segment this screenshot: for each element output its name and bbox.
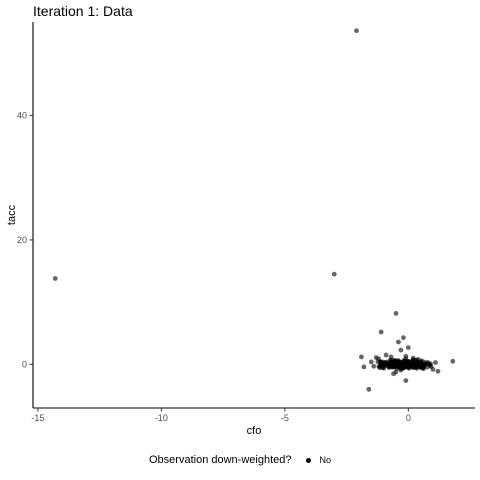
- cluster-point: [420, 359, 426, 364]
- data-point: [373, 355, 379, 360]
- data-point: [388, 357, 394, 363]
- data-point: [383, 352, 389, 358]
- data-point: [400, 365, 406, 370]
- data-point: [52, 276, 58, 281]
- data-point: [396, 358, 401, 364]
- cluster-point: [378, 362, 384, 368]
- y-tick-label: 40: [17, 110, 27, 120]
- data-point: [415, 357, 421, 362]
- data-point: [386, 363, 391, 369]
- data-point: [433, 360, 438, 365]
- data-point: [450, 358, 456, 364]
- data-point: [403, 356, 409, 362]
- cluster-point: [425, 364, 430, 370]
- data-point: [366, 386, 372, 392]
- data-point: [391, 371, 396, 377]
- data-point: [359, 354, 364, 360]
- data-point: [420, 366, 426, 372]
- data-point: [403, 378, 409, 384]
- x-tick-label: -15: [31, 413, 44, 423]
- data-point: [371, 363, 377, 369]
- data-point: [408, 362, 414, 368]
- data-point: [428, 361, 433, 367]
- x-axis-label: cfo: [247, 425, 262, 437]
- legend-key-no: [301, 453, 315, 467]
- y-tick-label: 20: [17, 235, 27, 245]
- data-point: [398, 347, 404, 353]
- x-tick-label: -10: [155, 413, 168, 423]
- y-tick-label: 0: [22, 359, 27, 369]
- data-point: [368, 359, 374, 365]
- legend: Observation down-weighted? No: [0, 453, 480, 467]
- data-point: [400, 335, 406, 341]
- data-point: [435, 368, 441, 374]
- legend-dot-icon: [305, 457, 311, 463]
- y-axis-label: tacc: [6, 204, 18, 225]
- data-point: [405, 345, 411, 351]
- data-point: [410, 355, 416, 361]
- data-point: [378, 329, 384, 335]
- x-tick-label: 0: [406, 413, 411, 423]
- data-point: [331, 271, 337, 277]
- data-point: [393, 310, 399, 316]
- data-point: [361, 364, 367, 370]
- data-point: [391, 361, 396, 367]
- data-point: [413, 364, 419, 370]
- data-point: [430, 367, 436, 372]
- x-tick-label: -5: [281, 413, 289, 423]
- data-point: [381, 365, 387, 371]
- legend-label-no: No: [319, 455, 331, 465]
- legend-title: Observation down-weighted?: [149, 454, 292, 466]
- chart-title: Iteration 1: Data: [33, 3, 133, 19]
- data-point: [396, 339, 401, 345]
- data-point: [354, 28, 359, 34]
